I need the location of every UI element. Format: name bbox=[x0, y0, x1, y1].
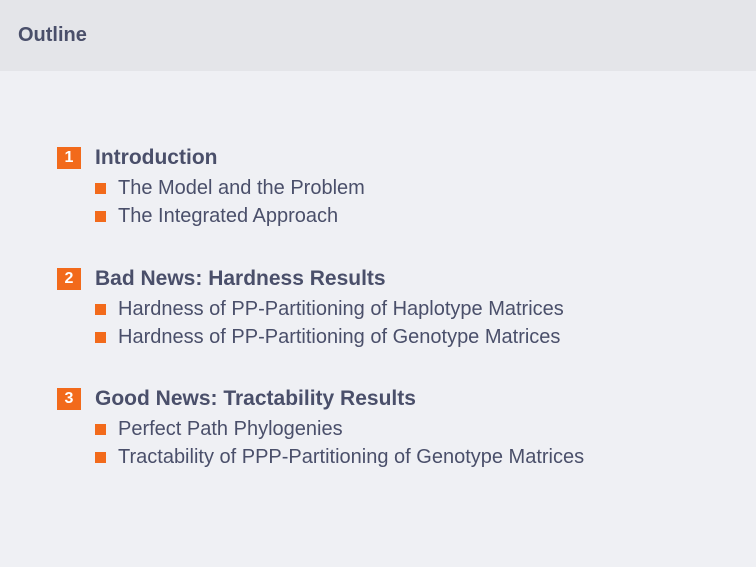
subsection-label: Tractability of PPP-Partitioning of Geno… bbox=[118, 446, 585, 468]
slide-header: Outline bbox=[0, 0, 756, 71]
section-title: Introduction bbox=[95, 146, 218, 169]
section-number-badge: 3 bbox=[57, 388, 81, 410]
subsection-label: Hardness of PP-Partitioning of Haplotype… bbox=[118, 298, 564, 320]
subsection-label: Perfect Path Phylogenies bbox=[118, 418, 343, 440]
square-bullet-icon bbox=[95, 452, 106, 463]
square-bullet-icon bbox=[95, 424, 106, 435]
square-bullet-icon bbox=[95, 211, 106, 222]
section-number-badge: 1 bbox=[57, 147, 81, 169]
slide-title: Outline bbox=[18, 24, 87, 46]
section-number-badge: 2 bbox=[57, 268, 81, 290]
subsection-label: The Integrated Approach bbox=[118, 205, 339, 227]
square-bullet-icon bbox=[95, 332, 106, 343]
subsection-label: The Model and the Problem bbox=[118, 177, 365, 199]
subsection-label: Hardness of PP-Partitioning of Genotype … bbox=[118, 326, 561, 348]
square-bullet-icon bbox=[95, 183, 106, 194]
section-title: Good News: Tractability Results bbox=[95, 387, 416, 410]
square-bullet-icon bbox=[95, 304, 106, 315]
section-title: Bad News: Hardness Results bbox=[95, 267, 386, 290]
